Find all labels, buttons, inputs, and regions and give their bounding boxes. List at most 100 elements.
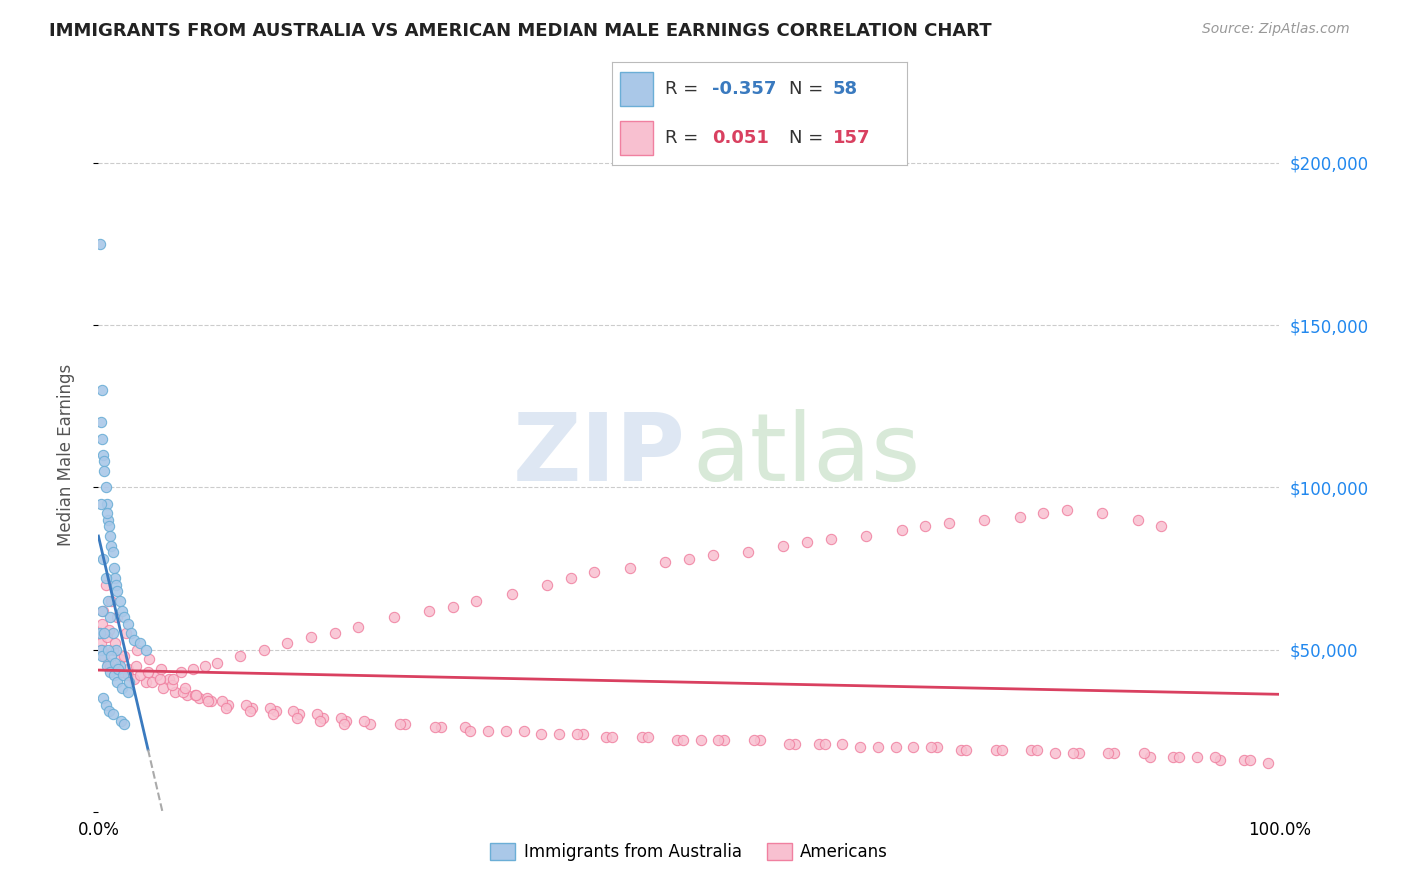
Point: [146, 668, 169, 682]
Point: [630, 730, 652, 744]
Point: [814, 737, 837, 751]
Point: [737, 545, 759, 559]
Point: [253, 642, 276, 657]
Point: [548, 727, 571, 741]
Point: [112, 648, 135, 663]
Point: [595, 730, 617, 744]
Text: atlas: atlas: [693, 409, 921, 501]
Point: [619, 561, 641, 575]
Point: [194, 658, 217, 673]
Point: [91, 642, 114, 657]
Point: [118, 675, 141, 690]
Text: N =: N =: [789, 79, 823, 97]
Point: [91, 691, 114, 706]
Point: [1126, 513, 1149, 527]
Point: [91, 383, 114, 397]
Point: [229, 648, 252, 663]
Legend: Immigrants from Australia, Americans: Immigrants from Australia, Americans: [484, 836, 894, 868]
Point: [949, 743, 972, 757]
Point: [240, 701, 263, 715]
Point: [128, 668, 150, 682]
Point: [93, 464, 115, 478]
Point: [914, 519, 936, 533]
Point: [173, 681, 195, 696]
Point: [98, 658, 121, 673]
Point: [1062, 747, 1084, 761]
Point: [122, 672, 145, 686]
Point: [105, 662, 128, 676]
Point: [165, 684, 187, 698]
Point: [100, 539, 122, 553]
Point: [388, 717, 411, 731]
Point: [984, 743, 1007, 757]
Point: [441, 600, 464, 615]
Point: [382, 610, 405, 624]
Point: [299, 630, 322, 644]
Point: [849, 739, 872, 754]
Point: [107, 662, 129, 676]
Point: [1026, 743, 1049, 757]
Point: [105, 642, 128, 657]
Point: [264, 704, 287, 718]
Point: [117, 684, 139, 698]
Point: [141, 675, 163, 690]
Point: [666, 733, 689, 747]
Point: [890, 523, 912, 537]
Point: [283, 704, 305, 718]
Point: [200, 694, 222, 708]
Point: [565, 727, 588, 741]
Point: [127, 642, 149, 657]
Point: [94, 577, 117, 591]
Point: [89, 626, 111, 640]
FancyBboxPatch shape: [620, 71, 652, 105]
Point: [785, 737, 807, 751]
Point: [195, 691, 218, 706]
Point: [820, 533, 842, 547]
Point: [91, 604, 114, 618]
Point: [1239, 753, 1261, 767]
Point: [460, 723, 482, 738]
Point: [91, 551, 114, 566]
Point: [955, 743, 977, 757]
Point: [335, 714, 357, 728]
Point: [394, 717, 416, 731]
Point: [89, 626, 111, 640]
Point: [170, 665, 193, 680]
Point: [1091, 506, 1114, 520]
Point: [101, 707, 124, 722]
Point: [453, 720, 475, 734]
Point: [125, 658, 148, 673]
Point: [91, 448, 114, 462]
Point: [117, 662, 139, 676]
Point: [477, 723, 499, 738]
Point: [678, 551, 700, 566]
Point: [672, 733, 695, 747]
Point: [108, 594, 131, 608]
Point: [97, 656, 120, 670]
Point: [1150, 519, 1173, 533]
Point: [501, 587, 523, 601]
Point: [96, 630, 118, 644]
Point: [235, 698, 257, 712]
Point: [114, 626, 136, 640]
Point: [176, 688, 198, 702]
Point: [423, 720, 446, 734]
Point: [138, 652, 160, 666]
Point: [807, 737, 830, 751]
Point: [98, 529, 121, 543]
Point: [1032, 506, 1054, 520]
Point: [772, 539, 794, 553]
Point: [90, 642, 112, 657]
Point: [91, 648, 114, 663]
Point: [91, 616, 114, 631]
Text: -0.357: -0.357: [711, 79, 776, 97]
Point: [184, 688, 207, 702]
Point: [104, 636, 127, 650]
Point: [778, 737, 800, 751]
Point: [530, 727, 553, 741]
Point: [430, 720, 453, 734]
Point: [276, 636, 298, 650]
Point: [103, 668, 125, 682]
Point: [1102, 747, 1125, 761]
Point: [94, 571, 117, 585]
